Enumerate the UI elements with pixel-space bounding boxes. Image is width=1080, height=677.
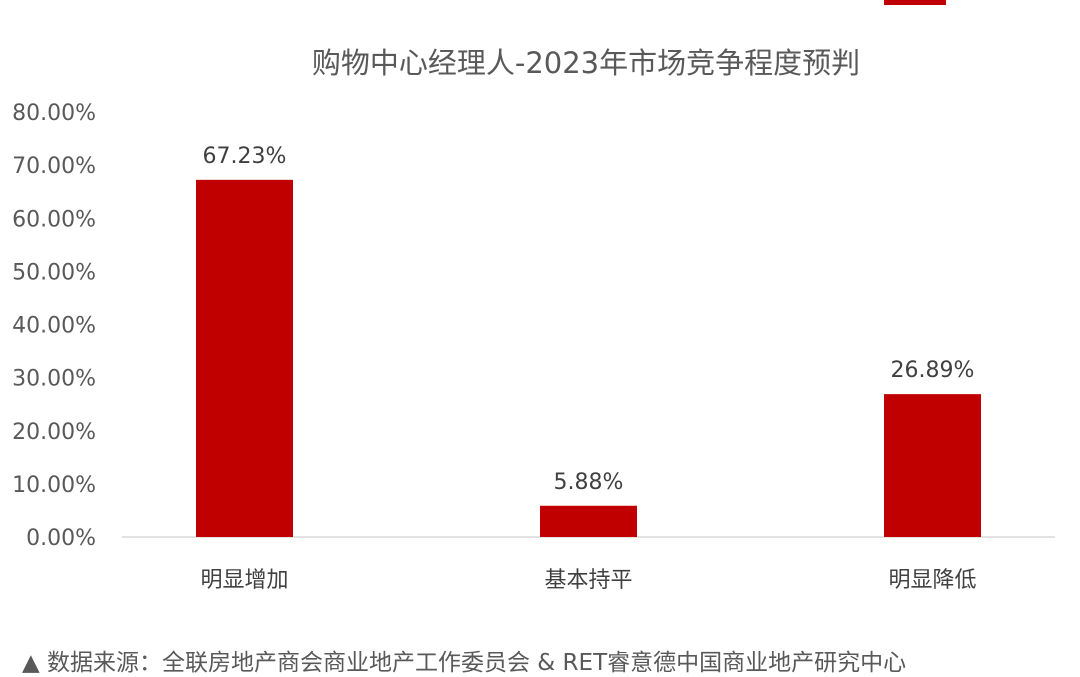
y-tick-label: 50.00% xyxy=(12,260,96,285)
y-tick-label: 10.00% xyxy=(12,473,96,498)
y-axis-ticks: 0.00% 10.00% 20.00% 30.00% 40.00% 50.00% 60.00… xyxy=(12,101,96,551)
y-tick-label: 30.00% xyxy=(12,367,96,392)
category-label: 明显降低 xyxy=(888,568,976,593)
data-label: 67.23% xyxy=(203,144,287,169)
category-label: 基本持平 xyxy=(544,568,632,593)
category-labels-group: 明显增加 基本持平 明显降低 xyxy=(200,568,976,593)
data-label: 5.88% xyxy=(554,470,624,495)
bar xyxy=(540,505,637,537)
category-label: 明显增加 xyxy=(200,568,288,593)
bars-group xyxy=(196,179,981,537)
data-labels-group: 67.23% 5.88% 26.89% xyxy=(203,144,975,495)
bar-chart: 购物中心经理人-2023年市场竞争程度预判 0.00% 10.00% 20.00% 3… xyxy=(12,46,1055,593)
y-tick-label: 40.00% xyxy=(12,314,96,339)
y-tick-label: 80.00% xyxy=(12,101,96,126)
data-label: 26.89% xyxy=(891,358,975,383)
y-tick-label: 20.00% xyxy=(12,420,96,445)
y-tick-label: 60.00% xyxy=(12,207,96,232)
y-tick-label: 0.00% xyxy=(26,526,96,551)
y-tick-label: 70.00% xyxy=(12,154,96,179)
chart-title: 购物中心经理人-2023年市场竞争程度预判 xyxy=(312,46,860,80)
top-brand-mark xyxy=(884,0,946,5)
data-source-note: ▲ 数据来源：全联房地产商会商业地产工作委员会 & RET睿意德中国商业地产研究… xyxy=(22,650,907,676)
bar xyxy=(196,179,293,537)
bar xyxy=(884,394,981,537)
